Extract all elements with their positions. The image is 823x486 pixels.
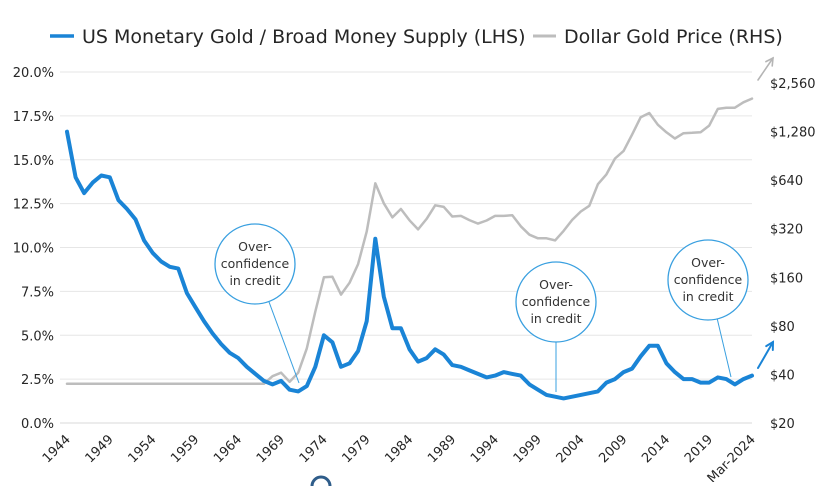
right-tick-label: $1,280 xyxy=(770,126,816,141)
right-tick-label: $640 xyxy=(770,174,803,189)
left-tick-label: 10.0% xyxy=(13,242,54,257)
right-tick-label: $40 xyxy=(770,368,795,383)
x-tick-label: 2014 xyxy=(639,432,673,466)
annotation-leader xyxy=(717,319,731,377)
x-tick-label: 1984 xyxy=(382,432,416,466)
series-gold-price xyxy=(67,99,752,384)
logo-icon xyxy=(310,474,332,486)
annotation-text: confidence xyxy=(221,256,290,271)
legend-item-gold-price: Dollar Gold Price (RHS) xyxy=(533,26,783,48)
left-tick-label: 12.5% xyxy=(13,198,54,213)
legend-item-monetary-gold: US Monetary Gold / Broad Money Supply (L… xyxy=(50,26,526,48)
x-tick-label: 1959 xyxy=(168,432,202,466)
annotation-text: Over- xyxy=(691,255,725,270)
left-tick-label: 2.5% xyxy=(21,373,54,388)
x-tick-label: 1979 xyxy=(340,432,374,466)
left-tick-label: 0.0% xyxy=(21,417,54,432)
right-tick-label: $320 xyxy=(770,223,803,238)
annotation-text: confidence xyxy=(522,294,591,309)
annotation-callout: Over-confidence in credit xyxy=(668,240,748,377)
x-tick-label: 2009 xyxy=(596,432,630,466)
x-tick-label: 1994 xyxy=(468,432,502,466)
annotation-callout: Over-confidence in credit xyxy=(516,262,596,392)
x-tick-label: 1989 xyxy=(425,432,459,466)
annotation-text: confidence xyxy=(674,272,743,287)
x-tick-label: 1974 xyxy=(297,432,331,466)
right-tick-label: $80 xyxy=(770,320,795,335)
left-tick-label: 15.0% xyxy=(13,154,54,169)
right-tick-label: $160 xyxy=(770,271,803,286)
x-tick-label: 1954 xyxy=(125,432,159,466)
annotation-text: Over- xyxy=(539,277,573,292)
series-monetary-gold xyxy=(67,132,752,399)
right-tick-label: $2,560 xyxy=(770,77,816,92)
left-axis: 0.0% 2.5% 5.0% 7.5% 10.0% 12.5% 15.0% 17.5% 20.0… xyxy=(13,66,54,432)
x-tick-label: 1949 xyxy=(83,432,117,466)
series-line xyxy=(67,132,752,399)
legend: US Monetary Gold / Broad Money Supply (L… xyxy=(50,26,783,48)
annotation-leader xyxy=(269,302,299,383)
x-tick-label: 1969 xyxy=(254,432,288,466)
annotation-text: in credit xyxy=(682,289,733,304)
series-line xyxy=(67,99,752,384)
annotation-text: in credit xyxy=(229,273,280,288)
annotation-text: in credit xyxy=(530,311,581,326)
left-tick-label: 5.0% xyxy=(21,329,54,344)
right-tick-label: $20 xyxy=(770,417,795,432)
x-tick-label: 1944 xyxy=(40,432,74,466)
right-axis: $20 $40 $80 $160 $320 $640 $1,280 $2,560 xyxy=(770,77,816,432)
left-tick-label: 20.0% xyxy=(13,66,54,81)
annotation-callout: Over-confidence in credit xyxy=(215,224,299,383)
legend-label-monetary-gold: US Monetary Gold / Broad Money Supply (L… xyxy=(82,26,526,48)
annotation-text: Over- xyxy=(238,239,272,254)
x-tick-label: 2004 xyxy=(554,432,588,466)
legend-label-gold-price: Dollar Gold Price (RHS) xyxy=(564,26,783,48)
x-tick-label: 1964 xyxy=(211,432,245,466)
left-tick-label: 17.5% xyxy=(13,110,54,125)
gridlines xyxy=(60,72,752,423)
monetary-gold-up-arrow-icon xyxy=(758,342,773,368)
x-tick-label: 2019 xyxy=(682,432,716,466)
left-tick-label: 7.5% xyxy=(21,285,54,300)
x-tick-label: 1999 xyxy=(511,432,545,466)
